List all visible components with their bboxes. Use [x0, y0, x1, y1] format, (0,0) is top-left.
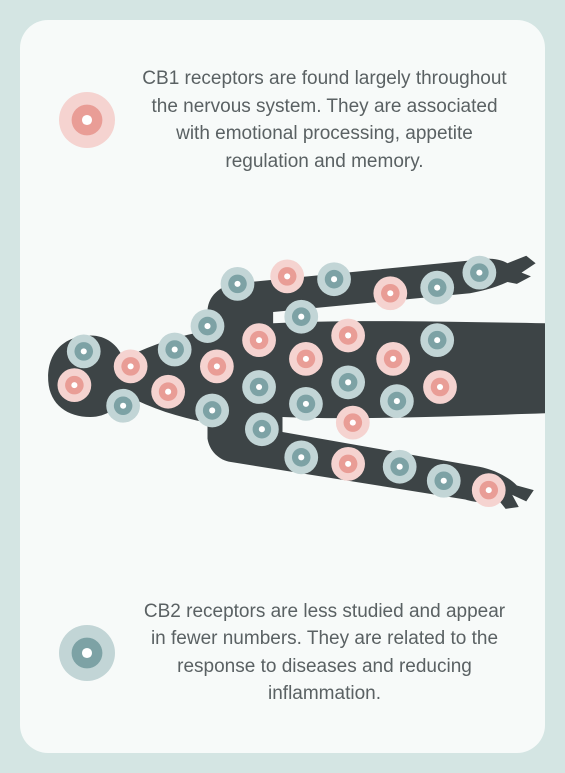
- cb1-description: CB1 receptors are found largely througho…: [139, 65, 510, 175]
- cb2-section: CB2 receptors are less studied and appea…: [55, 598, 510, 708]
- cb2-legend-icon: [55, 621, 119, 685]
- cb1-legend-icon: [55, 88, 119, 152]
- cb1-section: CB1 receptors are found largely througho…: [55, 65, 510, 175]
- infographic-card: CB1 receptors are found largely througho…: [20, 20, 545, 753]
- cb2-description: CB2 receptors are less studied and appea…: [139, 598, 510, 708]
- body-diagram: [20, 195, 545, 578]
